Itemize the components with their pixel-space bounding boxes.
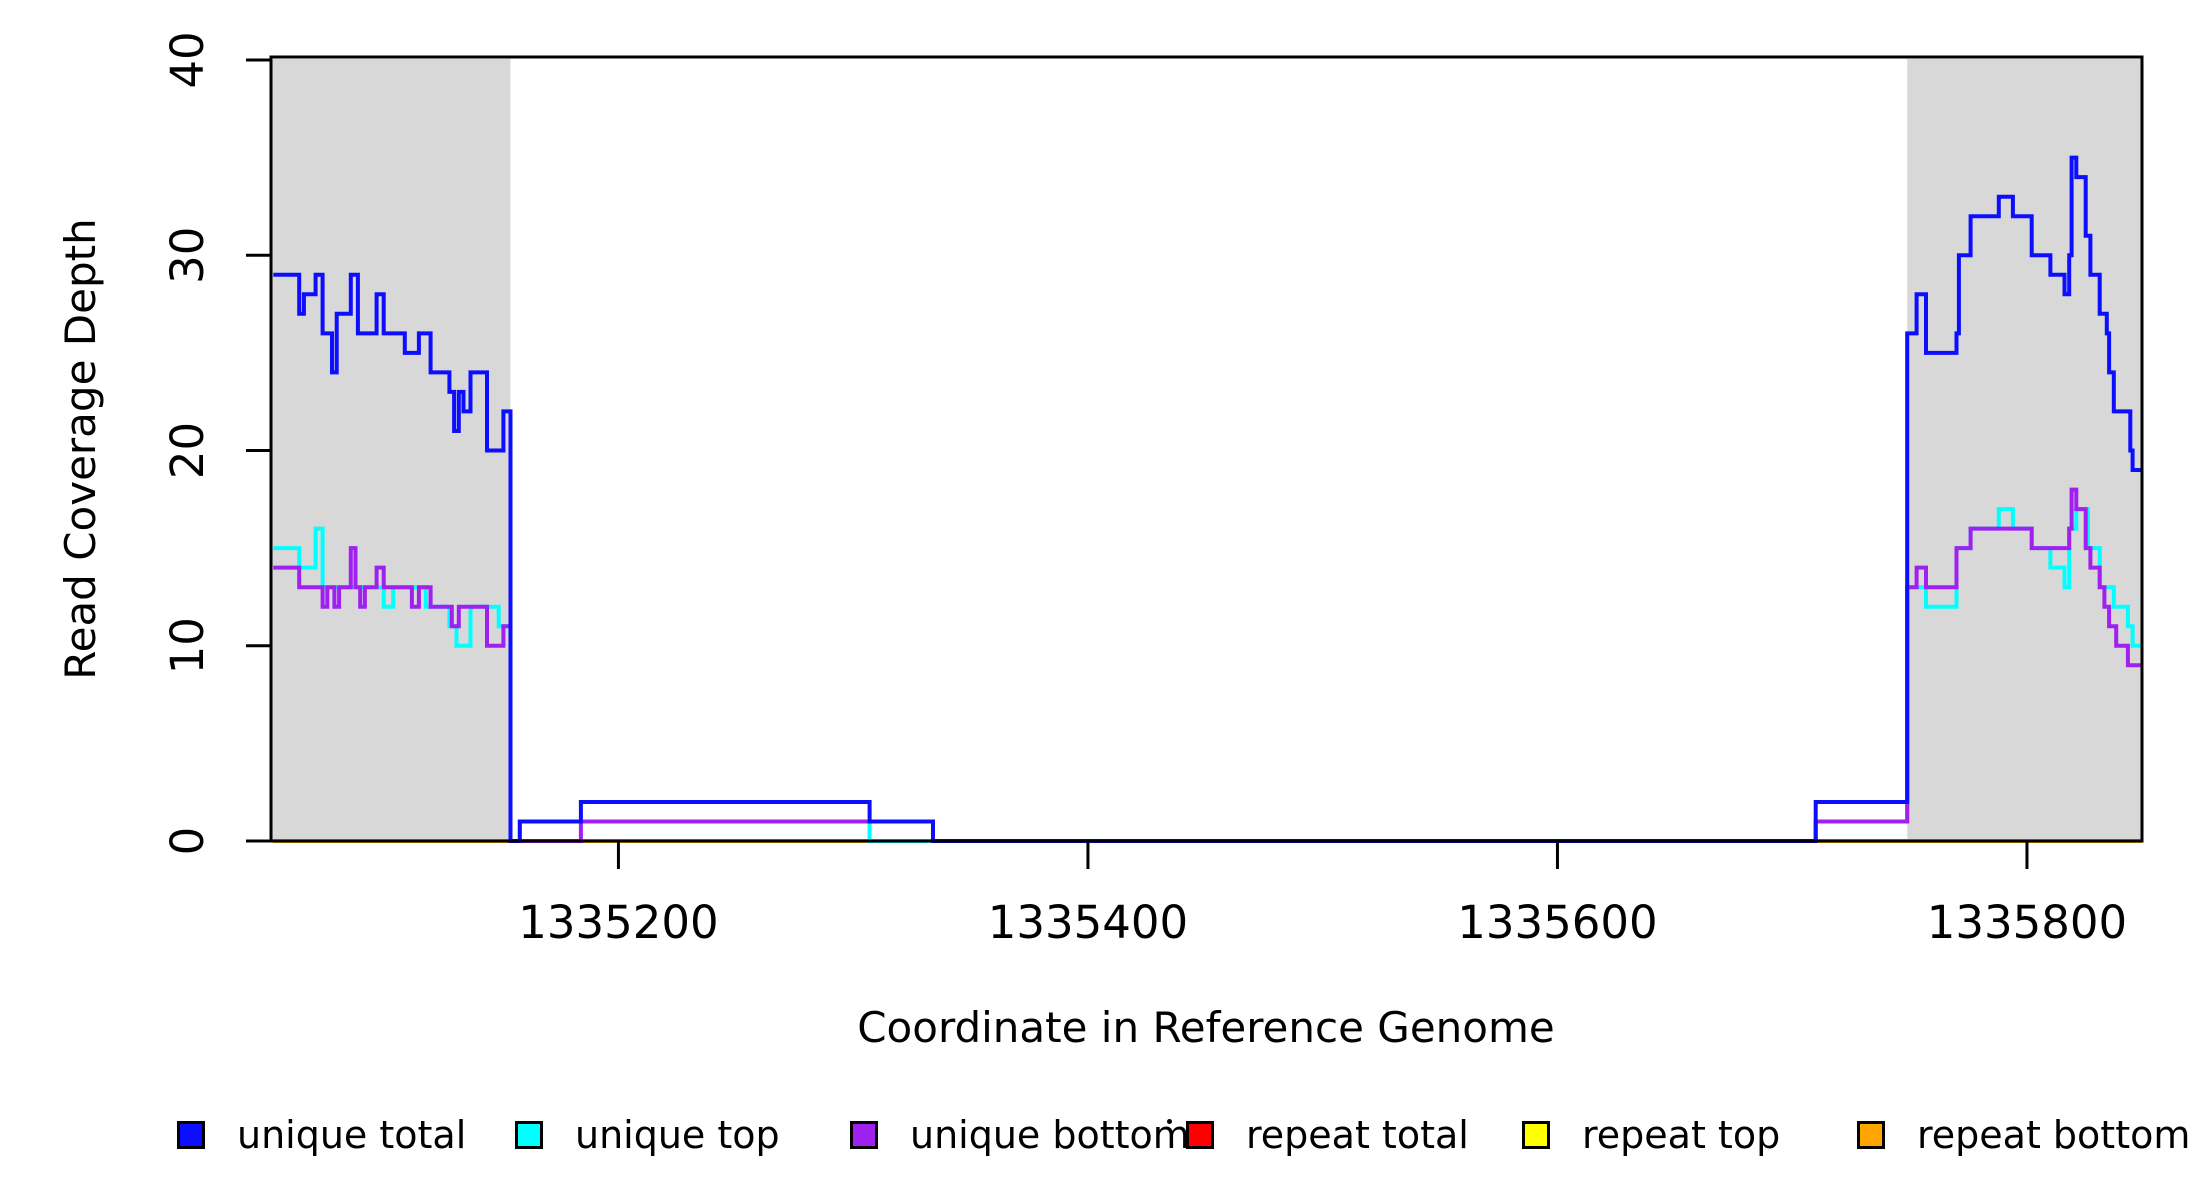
plot-border-box	[269, 55, 2144, 843]
series-line-unique-top	[273, 507, 2142, 843]
y-tick-label: 40	[161, 31, 214, 88]
x-tick-label: 1335200	[518, 896, 718, 949]
x-axis-title: Coordinate in Reference Genome	[857, 1003, 1555, 1052]
coverage-series-lines	[273, 155, 2142, 843]
y-tick-label: 30	[161, 227, 214, 284]
x-tick-label: 1335800	[1927, 896, 2127, 949]
y-axis-ticks: 0 10 20 30 40	[161, 31, 271, 855]
x-axis-ticks: 1335200 1335400 1335600 1335800	[518, 841, 2127, 949]
y-axis-title: Read Coverage Depth	[56, 218, 105, 679]
y-tick-label: 20	[161, 422, 214, 479]
repeat-region-band	[271, 59, 511, 840]
shaded-repeat-regions	[271, 59, 2142, 840]
y-tick-label: 10	[161, 617, 214, 674]
x-tick-label: 1335400	[988, 896, 1188, 949]
series-line-unique-total	[273, 155, 2142, 843]
repeat-region-band	[1907, 59, 2142, 840]
y-tick-label: 0	[161, 827, 214, 856]
x-tick-label: 1335600	[1457, 896, 1657, 949]
series-line-unique-bottom	[273, 487, 2142, 843]
